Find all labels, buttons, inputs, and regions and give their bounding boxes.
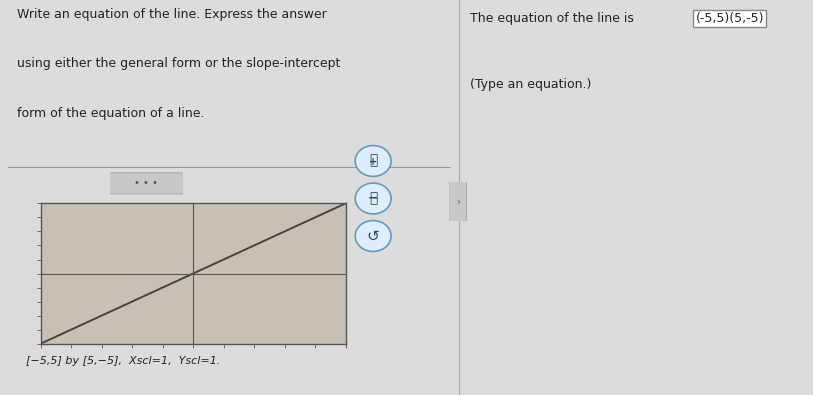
Text: Write an equation of the line. Express the answer: Write an equation of the line. Express t… (17, 8, 327, 21)
Text: using either the general form or the slope-intercept: using either the general form or the slo… (17, 57, 341, 70)
Text: The equation of the line is: The equation of the line is (470, 12, 634, 25)
Circle shape (355, 220, 391, 252)
Text: −: − (368, 192, 378, 205)
Circle shape (355, 183, 391, 214)
FancyBboxPatch shape (107, 173, 185, 194)
Circle shape (355, 145, 391, 177)
Text: ↺: ↺ (367, 229, 380, 243)
Text: (Type an equation.): (Type an equation.) (470, 78, 592, 91)
Text: ⌕: ⌕ (369, 153, 377, 167)
Text: ⌕: ⌕ (369, 191, 377, 205)
FancyBboxPatch shape (449, 180, 467, 223)
Text: [−5,5] by [5,−5],  Xscl=1,  Yscl=1.: [−5,5] by [5,−5], Xscl=1, Yscl=1. (26, 356, 220, 365)
Text: ›: › (456, 196, 459, 207)
Text: (-5,5)(5,-5): (-5,5)(5,-5) (696, 12, 764, 25)
Text: • • •: • • • (134, 178, 159, 188)
Text: form of the equation of a line.: form of the equation of a line. (17, 107, 204, 120)
Text: +: + (369, 157, 377, 167)
